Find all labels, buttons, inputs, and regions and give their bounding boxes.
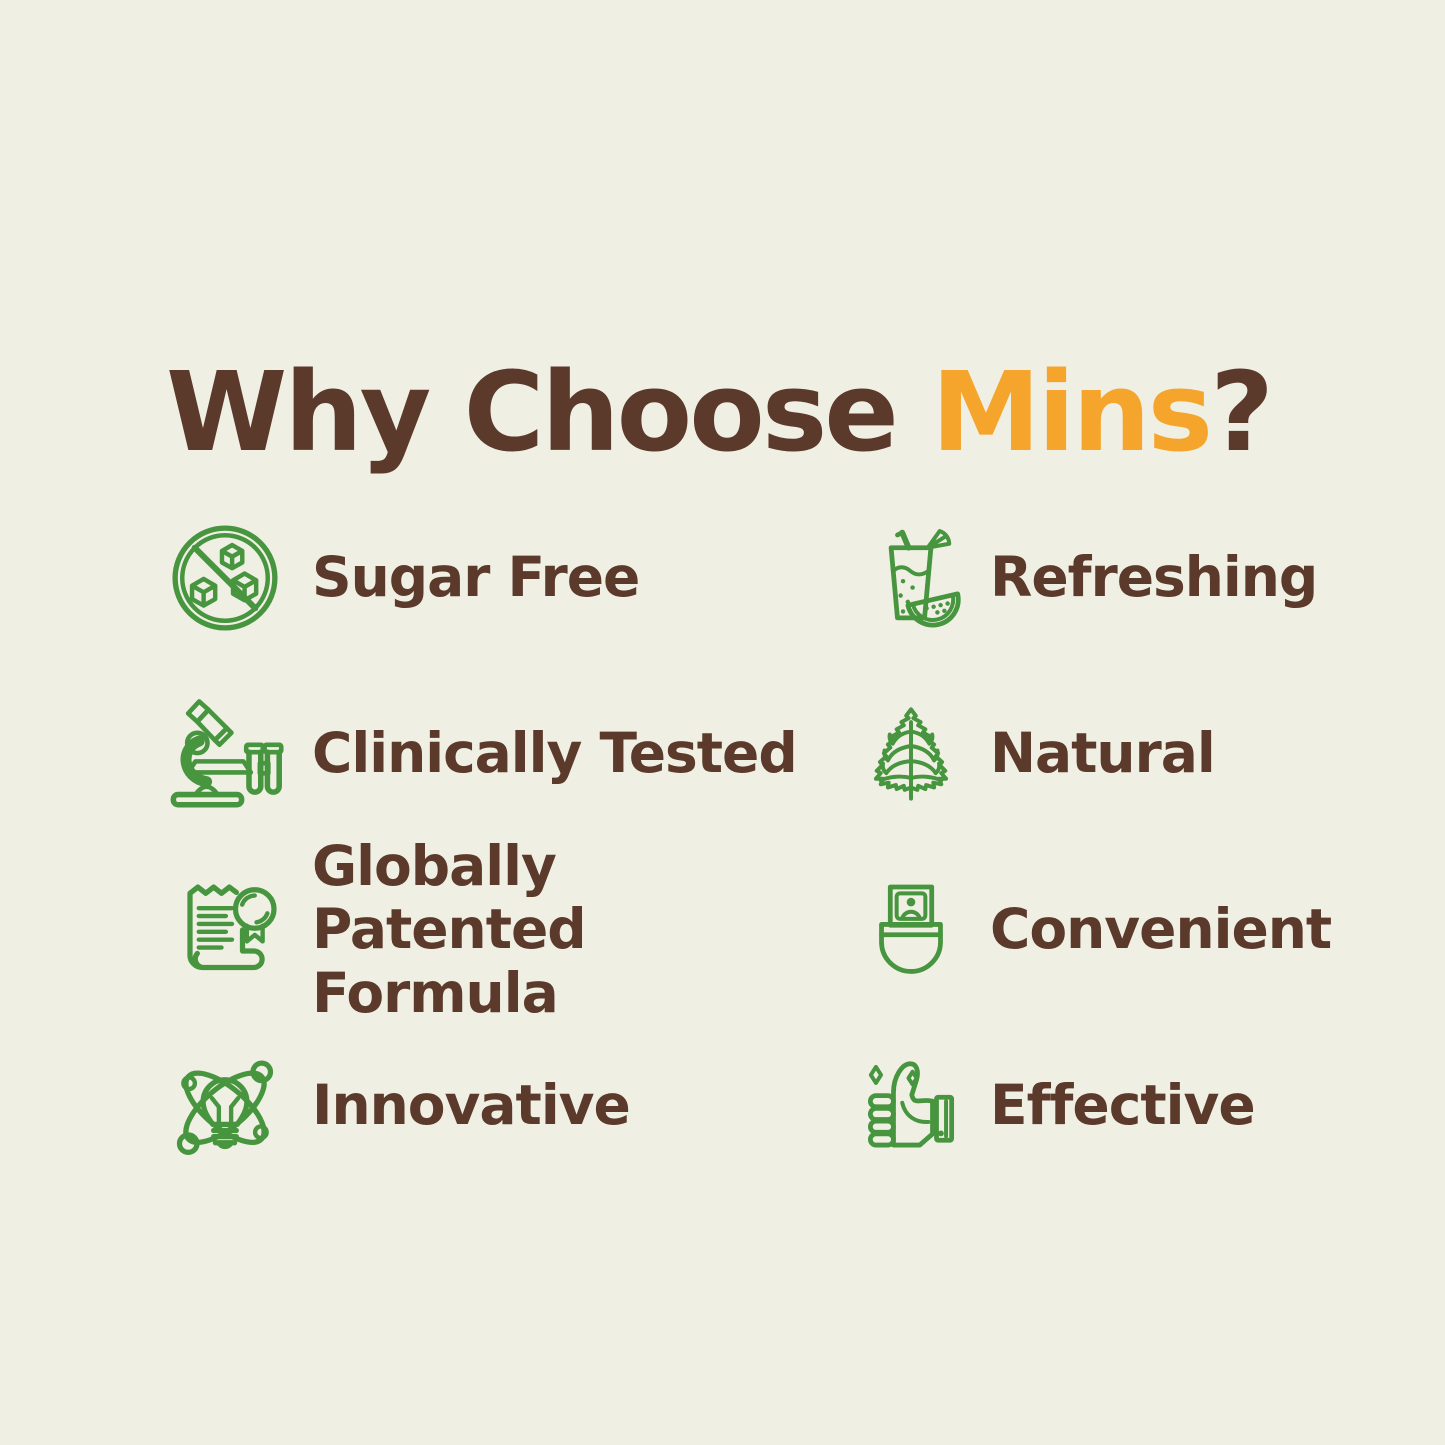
feature-label: Convenient (990, 897, 1332, 962)
title-brand: Mins (931, 347, 1213, 476)
title-question-mark: ? (1210, 347, 1274, 476)
pocket-sachet-icon (860, 879, 962, 981)
drink-watermelon-icon (860, 526, 962, 630)
feature-clinically-tested: Clinically Tested (166, 695, 860, 813)
page-title: Why Choose Mins? (166, 357, 1274, 467)
feature-label: Sugar Free (312, 545, 640, 610)
thumbs-up-icon (860, 1055, 962, 1157)
feature-globally-patented: Globally Patented Formula (166, 835, 860, 1025)
feature-effective: Effective (860, 1055, 1331, 1157)
feature-label: Effective (990, 1073, 1256, 1138)
feature-label: Innovative (312, 1073, 631, 1138)
feature-natural: Natural (860, 701, 1331, 807)
feature-innovative: Innovative (166, 1050, 860, 1162)
title-prefix: Why Choose (166, 347, 932, 476)
feature-label: Clinically Tested (312, 721, 798, 786)
microscope-icon (166, 695, 284, 813)
atom-bulb-icon (166, 1050, 284, 1162)
feature-grid: Sugar Free (166, 490, 1332, 1194)
feature-label: Natural (990, 721, 1216, 786)
feature-convenient: Convenient (860, 879, 1332, 981)
feature-label: Refreshing (990, 545, 1318, 610)
feature-label: Globally Patented Formula (312, 834, 587, 1025)
patent-certificate-icon (166, 874, 284, 986)
feature-sugar-free: Sugar Free (166, 521, 860, 635)
leaf-icon (860, 701, 962, 807)
feature-refreshing: Refreshing (860, 526, 1331, 630)
sugar-free-icon (166, 521, 284, 635)
